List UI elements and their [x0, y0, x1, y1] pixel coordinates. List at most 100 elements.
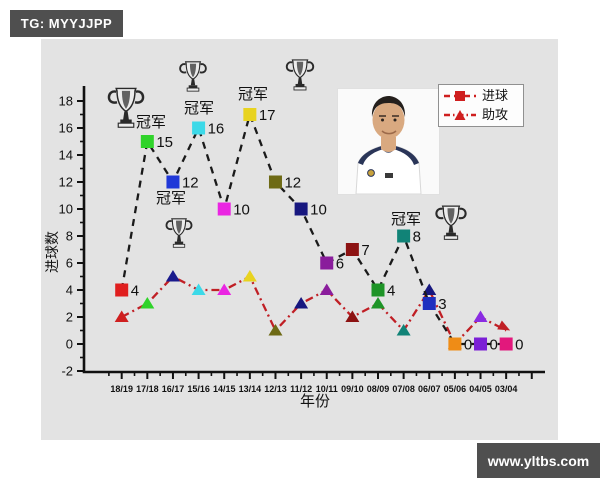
assists-legend-marker-icon — [444, 110, 476, 120]
goal-marker — [115, 283, 129, 297]
trophy-handle — [306, 61, 315, 72]
assist-marker — [242, 270, 257, 282]
goal-value-label: 12 — [284, 175, 301, 192]
goal-marker — [166, 175, 180, 189]
trophy-base — [172, 243, 186, 248]
assists-arrowhead-icon — [497, 320, 511, 331]
legend-label-assists: 助攻 — [482, 107, 509, 122]
y-tick-label: -2 — [61, 364, 73, 379]
trophy-base — [295, 83, 305, 87]
y-tick-label: 6 — [66, 256, 73, 271]
goal-value-label: 3 — [438, 296, 446, 313]
trophy-base — [120, 119, 132, 124]
goal-marker — [448, 337, 462, 351]
trophy-base — [186, 87, 200, 92]
assists-line — [121, 274, 507, 347]
x-tick-label: 05/06 — [444, 384, 467, 394]
goal-marker — [268, 175, 282, 189]
trophy-stem — [123, 111, 129, 120]
trophy-shading — [121, 90, 131, 109]
trophy-handle — [435, 207, 444, 220]
x-tick-label: 18/19 — [110, 384, 133, 394]
champion-label: 冠军 — [238, 86, 268, 103]
assist-marker — [165, 270, 180, 282]
x-tick-label: 14/15 — [213, 384, 236, 394]
goal-value-label: 0 — [490, 337, 498, 354]
champion-label: 冠军 — [136, 114, 166, 131]
trophy-stem — [190, 79, 196, 86]
goal-value-label: 10 — [310, 202, 327, 219]
assist-marker — [114, 310, 129, 322]
legend-item-assists: 助攻 — [443, 107, 519, 124]
trophy-handle — [134, 90, 145, 104]
trophy-stem — [448, 225, 454, 233]
champions-trophy-icon — [107, 87, 145, 128]
assist-marker — [473, 310, 488, 322]
trophy-shading — [447, 208, 455, 224]
goal-value-label: 7 — [361, 242, 369, 259]
x-tick-label: 12/13 — [264, 384, 287, 394]
assist-marker — [217, 283, 232, 295]
trophy-base — [293, 86, 307, 91]
x-tick-label: 04/05 — [469, 384, 492, 394]
champions-trophy-icon — [435, 205, 467, 240]
goal-value-label: 16 — [208, 121, 225, 138]
trophy-stem — [176, 235, 182, 242]
goal-value-label: 6 — [336, 256, 344, 273]
player-portrait-drawing — [338, 89, 439, 194]
y-tick-label: 10 — [59, 202, 73, 217]
assist-marker — [294, 297, 309, 309]
assist-marker — [191, 283, 206, 295]
trophy-handle — [199, 63, 207, 74]
champion-label: 冠军 — [391, 211, 421, 228]
x-tick-label: 11/12 — [290, 384, 312, 394]
goal-marker — [345, 243, 359, 256]
goal-value-label: 4 — [131, 283, 139, 300]
x-tick-label: 03/04 — [495, 384, 518, 394]
goal-value-label: 17 — [259, 107, 276, 124]
champion-label: 冠军 — [184, 100, 214, 117]
champions-trophy-icon — [165, 218, 193, 248]
trophy-base — [117, 122, 135, 128]
y-tick-label: 4 — [66, 283, 73, 298]
goal-marker — [217, 202, 231, 216]
goal-marker — [397, 229, 411, 243]
y-tick-label: 2 — [66, 310, 73, 325]
trophy-handle — [165, 220, 173, 231]
champions-trophy-icon — [179, 61, 207, 92]
y-tick-label: 16 — [59, 121, 73, 136]
x-tick-label: 13/14 — [239, 384, 262, 394]
x-tick-label: 06/07 — [418, 384, 441, 394]
telegram-watermark-text: TG: MYYJJPP — [20, 16, 113, 31]
legend: 进球 助攻 — [438, 84, 524, 127]
x-tick-label: 07/08 — [392, 384, 415, 394]
goal-marker — [294, 202, 308, 216]
goal-value-label: 0 — [515, 337, 523, 354]
trophy-shading — [176, 220, 182, 234]
goal-marker — [140, 135, 154, 148]
y-tick-label: 18 — [59, 94, 73, 109]
x-tick-label: 16/17 — [162, 384, 185, 394]
website-watermark-text: www.yltbs.com — [487, 452, 590, 469]
y-tick-label: 14 — [59, 148, 73, 163]
assist-marker — [396, 324, 411, 336]
goal-marker — [422, 297, 436, 310]
trophy-handle — [458, 207, 467, 220]
legend-label-goals: 进球 — [482, 88, 509, 103]
goal-value-label: 8 — [413, 229, 421, 246]
goal-value-label: 0 — [464, 337, 472, 354]
goal-marker — [371, 283, 385, 297]
trophy-base — [188, 85, 198, 89]
x-tick-label: 17/18 — [136, 384, 159, 394]
goal-marker — [474, 337, 488, 351]
assist-marker — [319, 283, 334, 295]
trophy-base — [174, 241, 184, 245]
goal-marker — [192, 121, 206, 135]
goal-value-label: 15 — [156, 134, 173, 151]
trophy-shading — [296, 61, 304, 76]
goal-value-label: 10 — [233, 202, 250, 219]
legend-item-goals: 进球 — [443, 88, 519, 105]
assist-marker — [140, 297, 155, 309]
